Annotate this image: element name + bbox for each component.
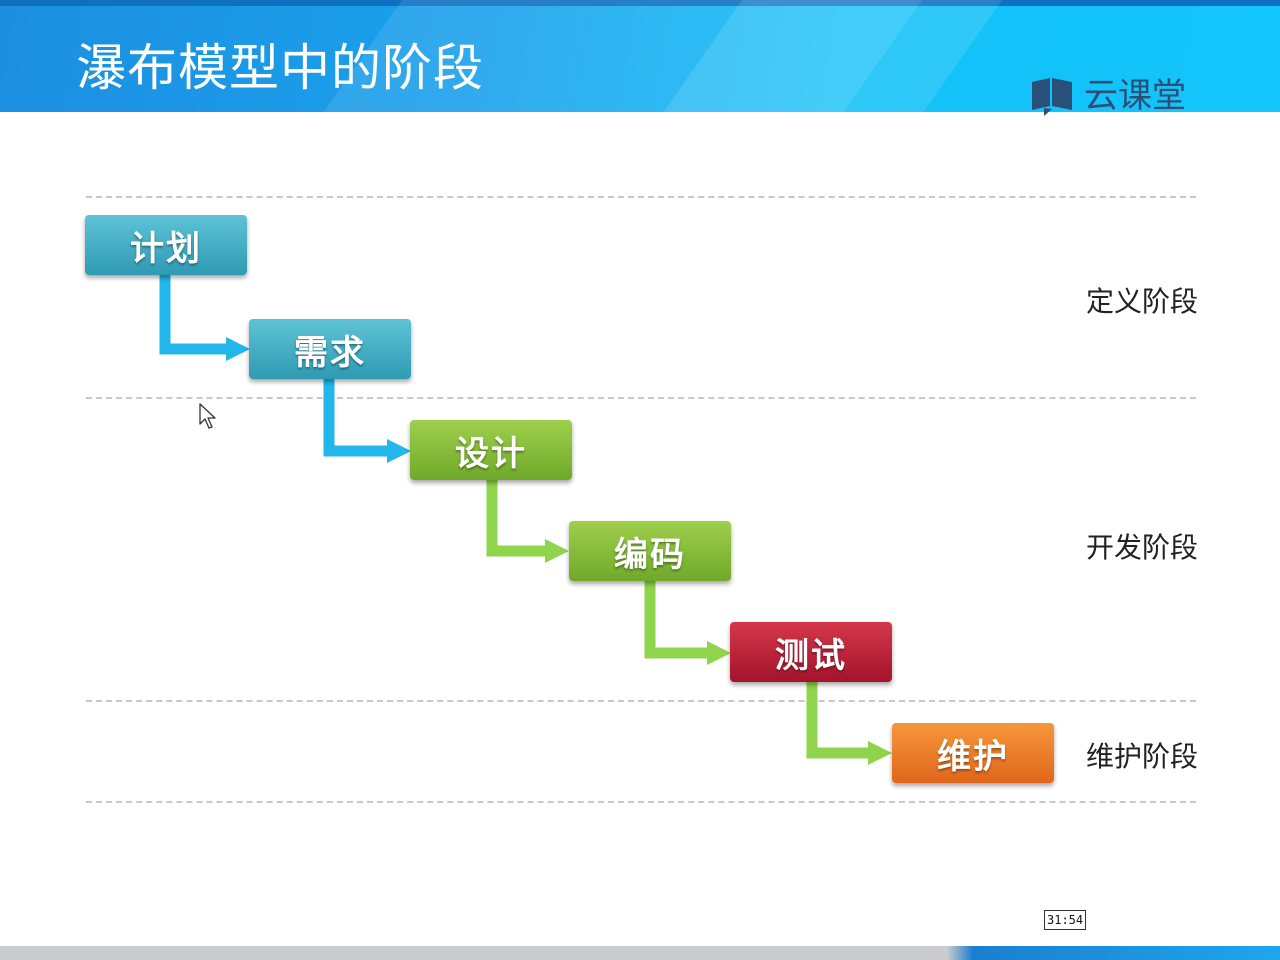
step-requirements: 需求 [249,319,411,379]
header-top-line [0,0,1280,6]
phase-label-definition: 定义阶段 [1086,285,1199,318]
book-icon [1032,78,1072,116]
phase-divider [86,700,1196,702]
brand-logo: 云课堂 [1030,74,1186,118]
step-coding: 编码 [569,521,731,581]
mouse-pointer-icon [199,403,216,429]
connector-arrow [644,581,731,665]
phase-label-maintenance: 维护阶段 [1086,740,1199,773]
step-maintenance: 维护 [892,723,1054,783]
phase-divider [86,397,1196,399]
phase-divider [86,196,1196,198]
phase-divider [86,801,1196,803]
brand-name: 云课堂 [1084,76,1186,116]
step-plan: 计划 [85,215,247,275]
step-design: 设计 [410,420,572,480]
connector-arrow [806,682,892,765]
connector-arrow [159,275,250,361]
footer-bar [0,946,1280,960]
connector-arrow [323,379,411,463]
phase-label-development: 开发阶段 [1086,531,1199,564]
video-timestamp: 31:54 [1044,910,1087,930]
step-testing: 测试 [730,622,892,682]
connector-arrow [486,480,569,563]
slide-header: 瀑布模型中的阶段 [0,0,1280,112]
slide-title: 瀑布模型中的阶段 [76,39,484,97]
